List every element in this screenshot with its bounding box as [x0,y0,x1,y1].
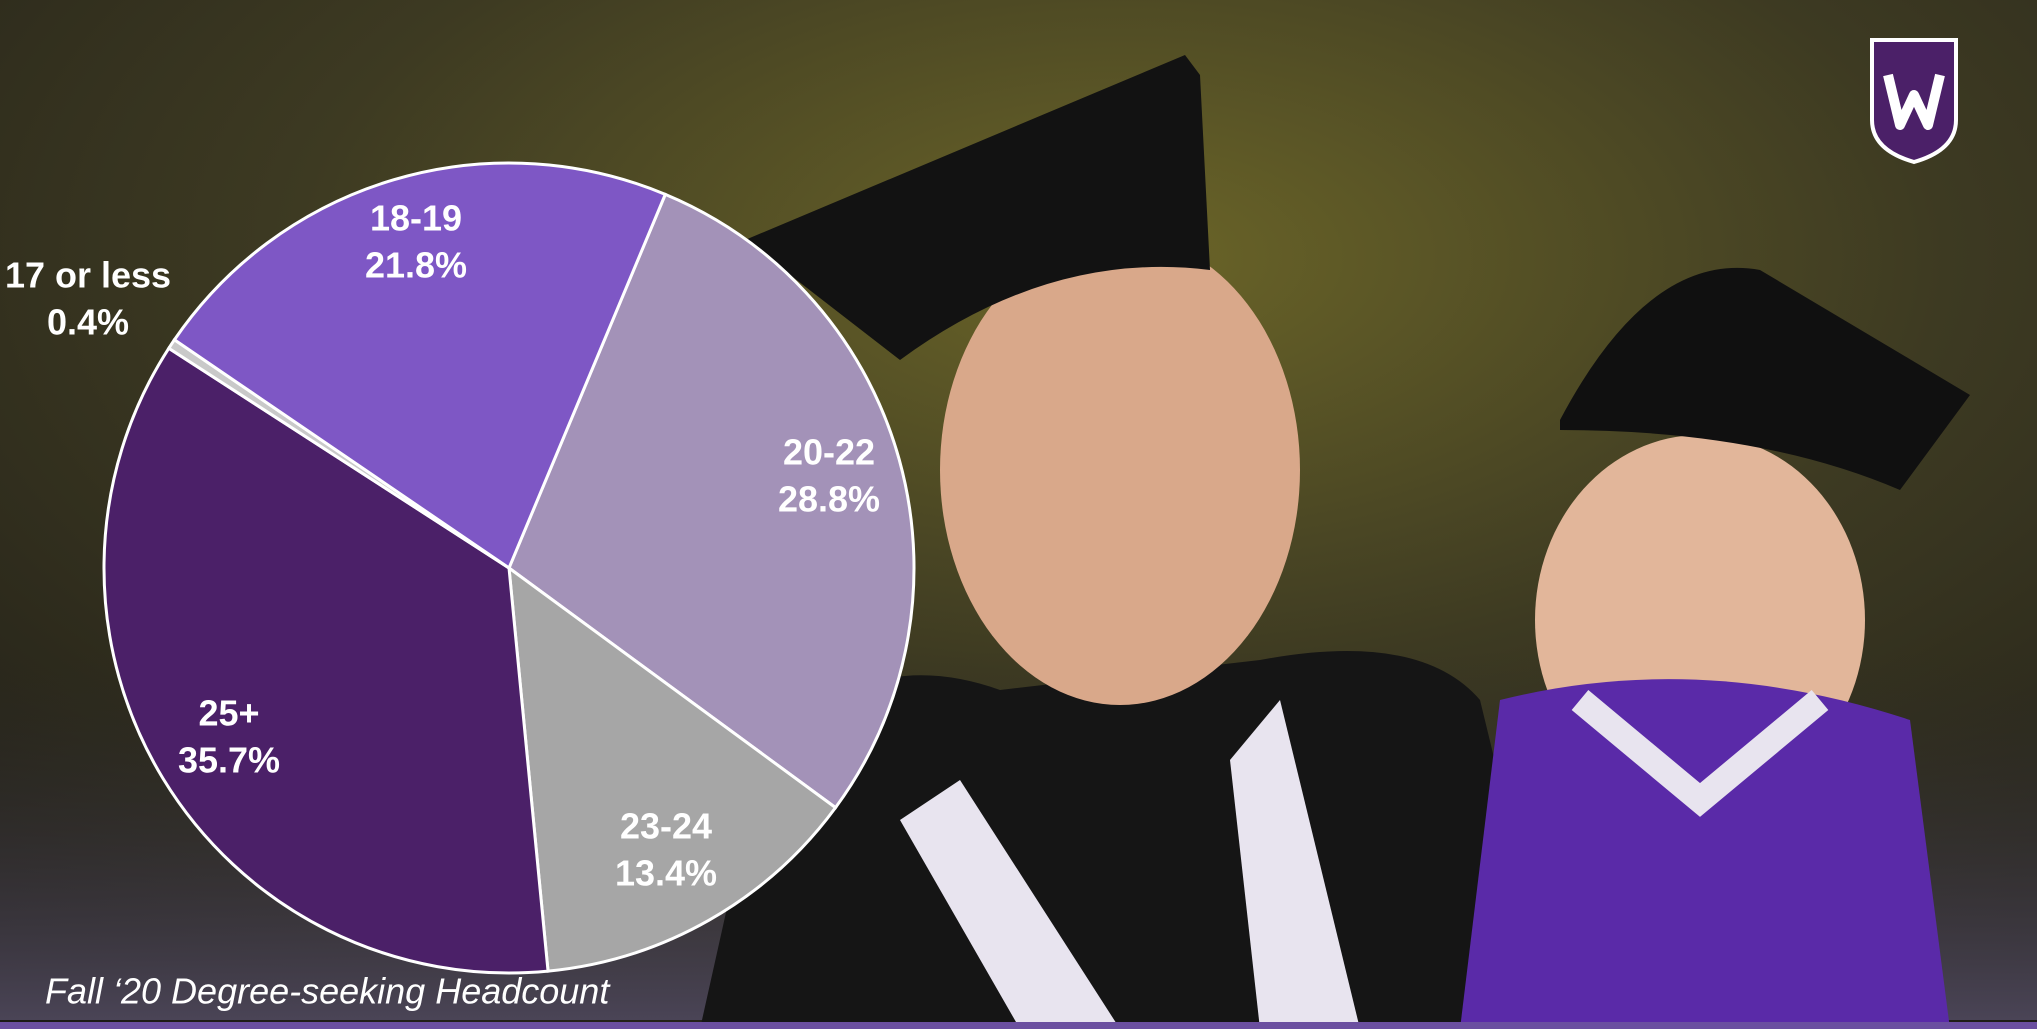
bottom-rule [0,1022,2037,1029]
slice-category-label: 20-22 [783,432,875,473]
slice-value-label: 35.7% [178,740,280,781]
pie [102,161,916,975]
chart-title: Fall ‘20 Degree-seeking Headcount [45,971,611,1012]
slice-value-label: 0.4% [47,302,129,343]
logo [1870,38,1958,165]
slice-category-label: 17 or less [5,255,171,296]
slice-category-label: 18-19 [370,198,462,239]
slice-value-label: 28.8% [778,479,880,520]
slice-category-label: 23-24 [620,806,712,847]
pie-slice [172,161,668,571]
slice-category-label: 25+ [198,693,259,734]
slice-value-label: 21.8% [365,245,467,286]
pie-slice [507,564,838,973]
photo-figures [700,55,1970,1029]
slice-value-label: 13.4% [615,853,717,894]
pie-slice [102,346,550,975]
pie-slice [507,192,916,810]
